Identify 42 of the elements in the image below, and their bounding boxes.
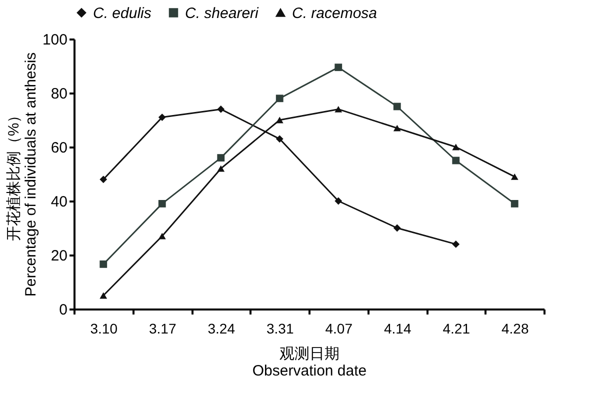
point [393, 224, 401, 232]
point [510, 173, 518, 180]
y-tick-label: 80 [50, 86, 68, 102]
y-tick-label: 60 [50, 140, 68, 156]
y-tick-label: 20 [50, 248, 68, 264]
point [334, 106, 342, 112]
x-axis-title: 观测日期 Observation date [252, 346, 367, 380]
point [276, 116, 284, 124]
point [217, 105, 225, 113]
point [276, 94, 284, 102]
y-tick-label: 40 [50, 194, 68, 210]
point [217, 154, 225, 162]
point [158, 114, 166, 122]
point [100, 260, 108, 268]
point [158, 200, 166, 208]
y-tick-label: 0 [59, 302, 68, 318]
point [100, 176, 108, 184]
point [217, 165, 225, 172]
x-tick-label: 3.17 [149, 320, 176, 336]
point [452, 240, 460, 248]
point [393, 124, 401, 132]
x-tick-label: 4.14 [384, 320, 412, 336]
point [452, 144, 460, 150]
y-axis-title: 开花植株比例（%） Percentage of individuals at anthesis [5, 52, 40, 297]
point [100, 292, 108, 299]
point [276, 135, 284, 143]
point [452, 156, 460, 164]
point [510, 200, 518, 208]
y-tick-label: 100 [42, 32, 68, 48]
x-tick-label: 4.07 [325, 320, 353, 336]
x-tick-label: 3.10 [90, 320, 118, 336]
point [334, 64, 342, 72]
x-tick-label: 3.31 [266, 320, 294, 336]
legend-label: C. sheareri [185, 4, 260, 22]
x-tick-label: 3.24 [208, 320, 236, 336]
point [334, 197, 342, 205]
point [158, 232, 166, 240]
point [393, 102, 401, 110]
legend-label: C. edulis [93, 4, 152, 22]
legend-label: C. racemosa [292, 4, 378, 22]
x-tick-label: 4.28 [502, 320, 529, 336]
x-tick-label: 4.21 [442, 320, 470, 336]
